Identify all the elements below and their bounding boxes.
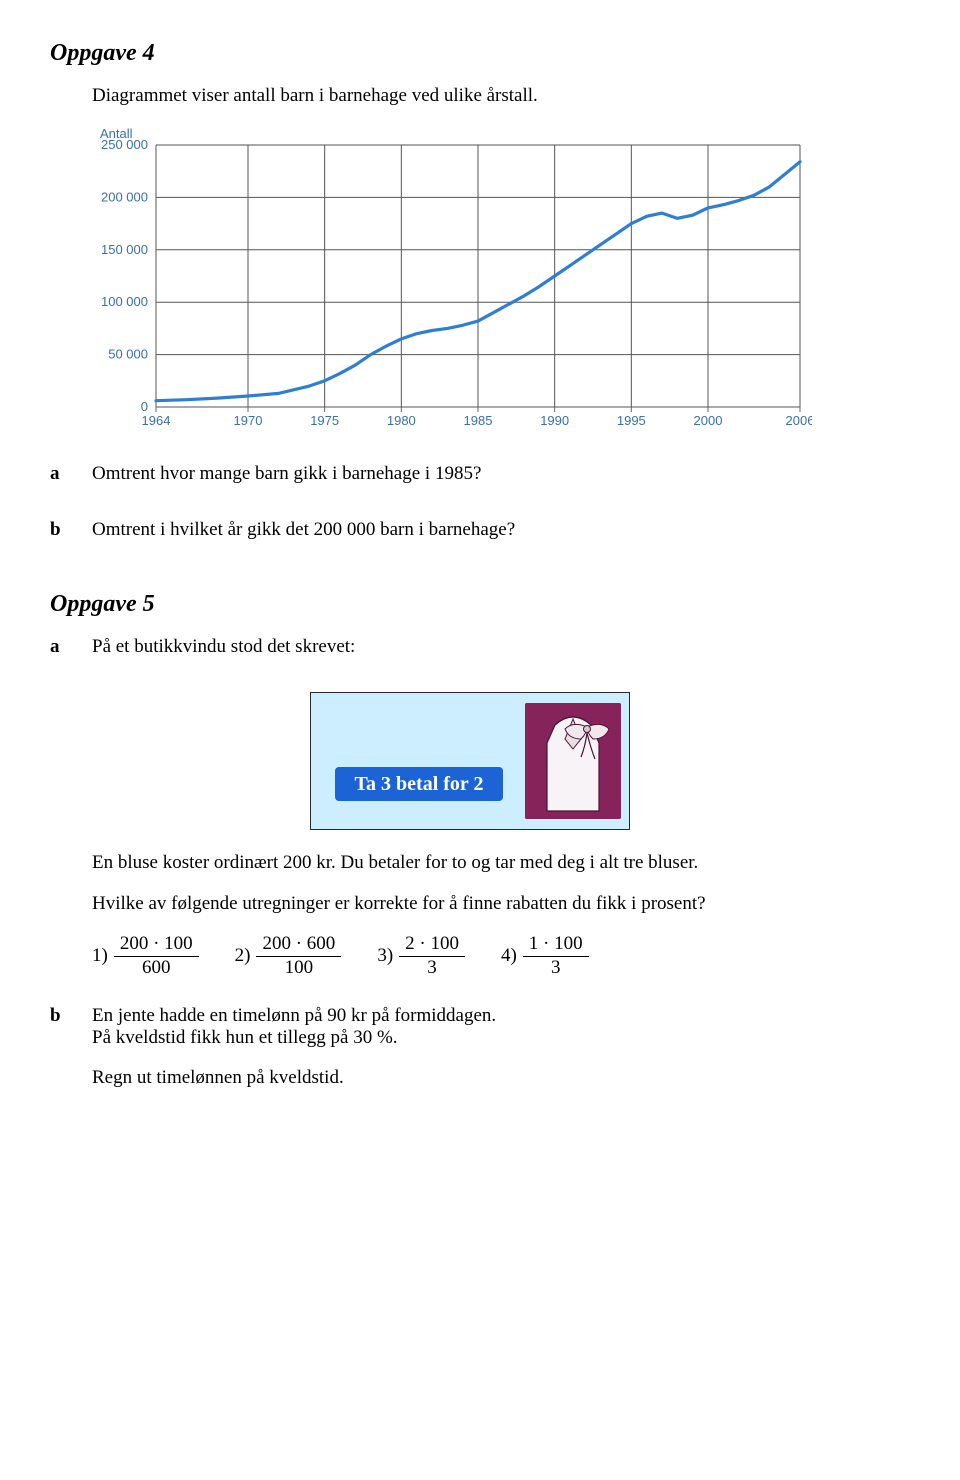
formula-label: 4) [501, 945, 517, 967]
line-chart-svg: Antall050 000100 000150 000200 000250 00… [92, 123, 812, 435]
task5-question-b: b En jente hadde en timelønn på 90 kr på… [50, 1005, 910, 1105]
formula-label: 2) [235, 945, 251, 967]
promo-box: Ta 3 betal for 2 [310, 692, 630, 830]
qa5-body: På et butikkvindu stod det skrevet: [92, 636, 910, 674]
qa-text: Omtrent hvor mange barn gikk i barnehage… [92, 463, 910, 485]
svg-text:1985: 1985 [464, 413, 493, 428]
svg-text:100 000: 100 000 [101, 294, 148, 309]
fraction: 200 · 600100 [256, 934, 341, 979]
svg-text:50 000: 50 000 [108, 347, 148, 362]
svg-text:250 000: 250 000 [101, 137, 148, 152]
denominator: 3 [421, 957, 443, 979]
numerator: 1 · 100 [523, 934, 589, 957]
qb-body: Omtrent i hvilket år gikk det 200 000 ba… [92, 519, 910, 557]
svg-text:1990: 1990 [540, 413, 569, 428]
blouse-illustration [525, 703, 621, 819]
fraction: 200 · 100600 [114, 934, 199, 979]
svg-text:1980: 1980 [387, 413, 416, 428]
svg-text:2000: 2000 [694, 413, 723, 428]
label-a-5: a [50, 636, 92, 674]
task4-chart: Antall050 000100 000150 000200 000250 00… [92, 123, 910, 435]
denominator: 3 [545, 957, 567, 979]
formula-label: 3) [377, 945, 393, 967]
numerator: 200 · 100 [114, 934, 199, 957]
formula-item: 3) 2 · 1003 [377, 934, 465, 979]
label-b-5: b [50, 1005, 92, 1105]
svg-text:1964: 1964 [142, 413, 171, 428]
qb5-line3: Regn ut timelønnen på kveldstid. [92, 1067, 910, 1089]
task4-heading: Oppgave 4 [50, 40, 910, 67]
qb5-body: En jente hadde en timelønn på 90 kr på f… [92, 1005, 910, 1105]
task5-body1: En bluse koster ordinært 200 kr. Du beta… [92, 852, 910, 874]
label-a: a [50, 463, 92, 501]
svg-text:200 000: 200 000 [101, 189, 148, 204]
denominator: 600 [136, 957, 177, 979]
formula-item: 2)200 · 600100 [235, 934, 342, 979]
task4-question-a: a Omtrent hvor mange barn gikk i barneha… [50, 463, 910, 501]
numerator: 200 · 600 [256, 934, 341, 957]
svg-text:1995: 1995 [617, 413, 646, 428]
qb5-line2: På kveldstid fikk hun et tillegg på 30 %… [92, 1027, 398, 1048]
task5-body2: Hvilke av følgende utregninger er korrek… [92, 893, 910, 915]
fraction: 2 · 1003 [399, 934, 465, 979]
numerator: 2 · 100 [399, 934, 465, 957]
svg-text:150 000: 150 000 [101, 242, 148, 257]
task4-question-b: b Omtrent i hvilket år gikk det 200 000 … [50, 519, 910, 557]
qa5-text: På et butikkvindu stod det skrevet: [92, 636, 910, 658]
task4-intro: Diagrammet viser antall barn i barnehage… [92, 85, 910, 107]
task5-question-a: a På et butikkvindu stod det skrevet: [50, 636, 910, 674]
qa-body: Omtrent hvor mange barn gikk i barnehage… [92, 463, 910, 501]
formula-row: 1)200 · 1006002)200 · 6001003)2 · 10034)… [92, 934, 910, 979]
svg-text:2006: 2006 [786, 413, 812, 428]
qb-text: Omtrent i hvilket år gikk det 200 000 ba… [92, 519, 910, 541]
svg-text:1975: 1975 [310, 413, 339, 428]
formula-item: 4) 1 · 1003 [501, 934, 589, 979]
promo-pill: Ta 3 betal for 2 [335, 767, 503, 801]
task5-heading: Oppgave 5 [50, 591, 910, 618]
svg-text:0: 0 [141, 399, 148, 414]
formula-item: 1) 200 · 100600 [92, 934, 199, 979]
denominator: 100 [279, 957, 320, 979]
svg-text:1970: 1970 [234, 413, 263, 428]
label-b: b [50, 519, 92, 557]
formula-label: 1) [92, 945, 108, 967]
qb5-line1: En jente hadde en timelønn på 90 kr på f… [92, 1005, 496, 1026]
fraction: 1 · 1003 [523, 934, 589, 979]
